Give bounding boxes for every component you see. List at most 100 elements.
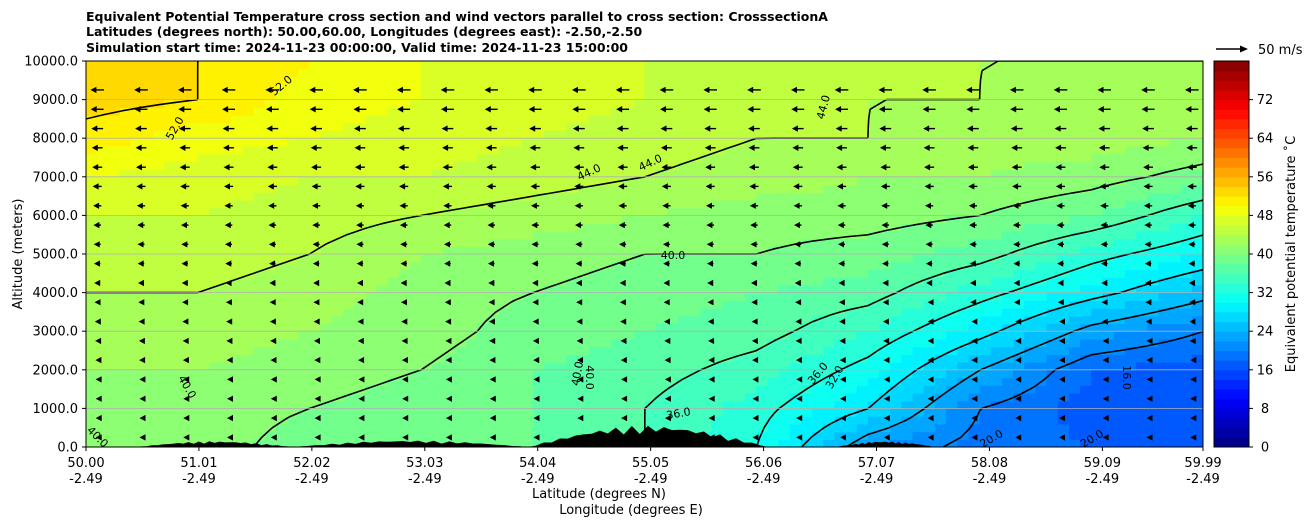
field-cell <box>365 354 378 363</box>
field-cell <box>476 192 489 201</box>
field-cell <box>745 338 757 348</box>
field-cell <box>879 362 891 371</box>
field-cell <box>666 184 679 193</box>
field-cell <box>264 416 277 425</box>
field-cell <box>499 431 512 440</box>
field-cell <box>253 68 266 78</box>
field-cell <box>733 76 746 85</box>
field-cell <box>566 61 579 70</box>
field-cell <box>264 269 277 278</box>
field-cell <box>756 408 768 417</box>
field-cell <box>164 207 176 216</box>
field-cell <box>923 122 936 132</box>
field-cell <box>242 385 255 394</box>
field-cell <box>745 369 757 379</box>
field-cell <box>186 369 199 379</box>
field-cell <box>264 338 277 348</box>
field-cell <box>689 323 701 332</box>
field-cell <box>488 331 500 340</box>
field-cell <box>890 138 903 147</box>
field-cell <box>298 346 310 355</box>
field-cell <box>421 323 433 332</box>
field-cell <box>912 107 925 116</box>
field-cell <box>465 277 478 286</box>
field-cell <box>141 308 154 317</box>
field-cell <box>834 400 847 409</box>
field-cell <box>186 323 199 332</box>
field-cell <box>175 153 188 162</box>
field-cell <box>298 369 310 379</box>
field-cell <box>856 130 869 139</box>
field-cell <box>197 439 210 447</box>
field-cell <box>756 91 768 101</box>
field-cell <box>197 215 210 224</box>
field-cell <box>1024 192 1037 201</box>
field-cell <box>253 238 266 247</box>
field-cell <box>320 261 333 271</box>
field-cell <box>1147 423 1159 433</box>
field-cell <box>1068 392 1081 402</box>
field-cell <box>186 107 199 116</box>
field-cell <box>488 138 500 147</box>
field-cell <box>521 392 534 402</box>
field-cell <box>745 292 757 301</box>
field-cell <box>510 91 523 101</box>
field-cell <box>778 91 791 101</box>
field-cell <box>845 362 858 371</box>
field-cell <box>934 76 947 85</box>
field-cell <box>901 169 914 178</box>
field-cell <box>320 130 333 139</box>
field-cell <box>890 238 903 247</box>
field-cell <box>164 91 176 101</box>
field-cell <box>845 354 858 363</box>
field-cell <box>476 331 489 340</box>
field-cell <box>1013 68 1025 78</box>
field-cell <box>465 176 478 186</box>
field-cell <box>733 277 746 286</box>
field-cell <box>979 176 992 186</box>
field-cell <box>443 184 456 193</box>
field-cell <box>1013 91 1025 101</box>
field-cell <box>275 284 288 294</box>
field-cell <box>454 107 467 116</box>
field-cell <box>778 230 791 240</box>
field-cell <box>678 261 690 271</box>
field-cell <box>97 292 109 301</box>
field-cell <box>890 153 903 162</box>
field-cell <box>879 207 891 216</box>
field-cell <box>153 338 165 348</box>
field-cell <box>555 176 567 186</box>
field-cell <box>275 99 288 108</box>
field-cell <box>610 84 623 93</box>
field-cell <box>934 61 947 70</box>
field-cell <box>309 392 322 402</box>
field-cell <box>331 408 344 417</box>
field-cell <box>376 107 389 116</box>
field-cell <box>342 153 355 162</box>
field-cell <box>812 246 824 255</box>
field-cell <box>175 277 188 286</box>
field-cell <box>409 176 422 186</box>
field-cell <box>778 192 791 201</box>
field-cell <box>823 84 835 93</box>
field-cell <box>1035 107 1048 116</box>
field-cell <box>689 130 701 139</box>
field-cell <box>432 284 445 294</box>
field-cell <box>968 107 981 116</box>
field-cell <box>108 308 121 317</box>
field-cell <box>599 392 612 402</box>
field-cell <box>365 269 378 278</box>
field-cell <box>153 354 165 363</box>
field-cell <box>119 331 132 340</box>
field-cell <box>443 176 456 186</box>
field-cell <box>298 169 310 178</box>
field-cell <box>153 292 165 301</box>
field-cell <box>153 392 165 402</box>
field-cell <box>912 138 925 147</box>
field-cell <box>275 130 288 139</box>
field-cell <box>398 169 411 178</box>
field-cell <box>767 68 780 78</box>
field-cell <box>778 269 791 278</box>
field-cell <box>890 199 903 209</box>
field-cell <box>789 416 802 425</box>
